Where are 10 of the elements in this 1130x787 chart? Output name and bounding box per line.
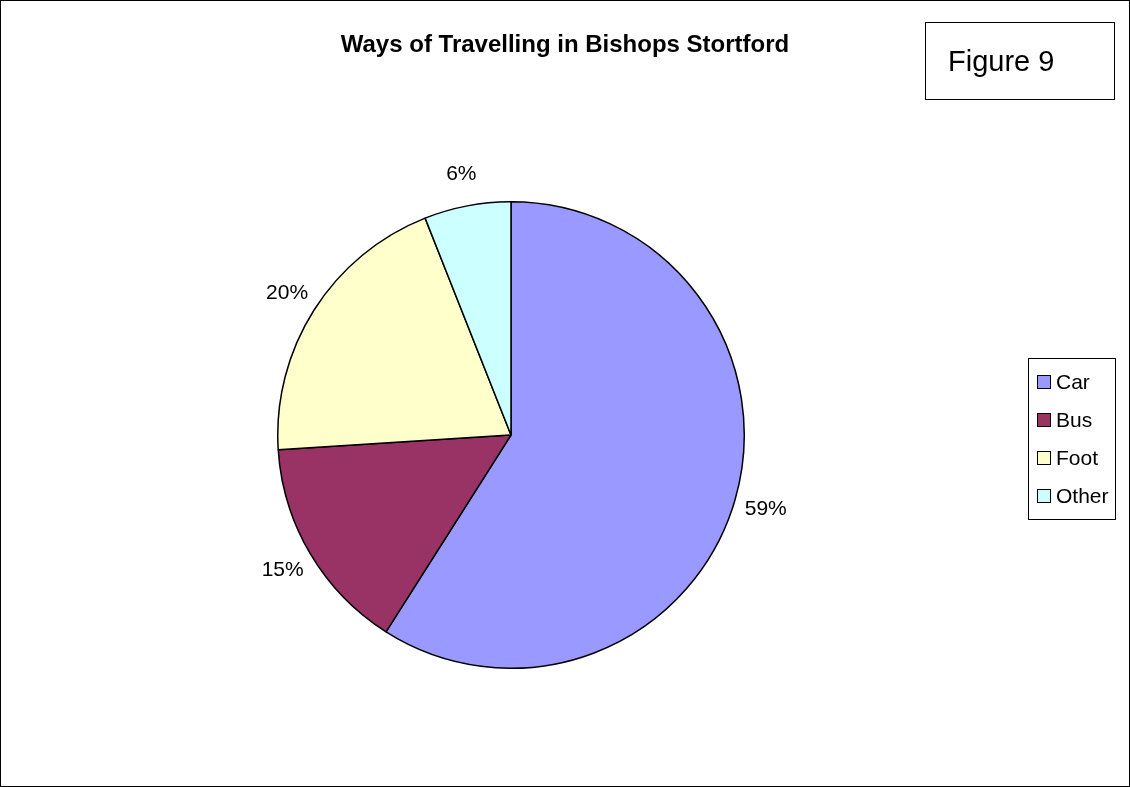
caption: Figure 9 <box>925 22 1115 100</box>
data-label: 59% <box>744 495 787 519</box>
legend-label: Bus <box>1056 408 1093 432</box>
data-label: 15% <box>261 556 304 580</box>
legend-label: Other <box>1056 484 1109 508</box>
data-label: 20% <box>266 279 309 303</box>
legend-label: Foot <box>1056 446 1099 470</box>
chart-title: Ways of Travelling in Bishops Stortford <box>340 30 790 57</box>
data-label: 6% <box>446 161 477 185</box>
legend-label: Car <box>1056 370 1090 394</box>
